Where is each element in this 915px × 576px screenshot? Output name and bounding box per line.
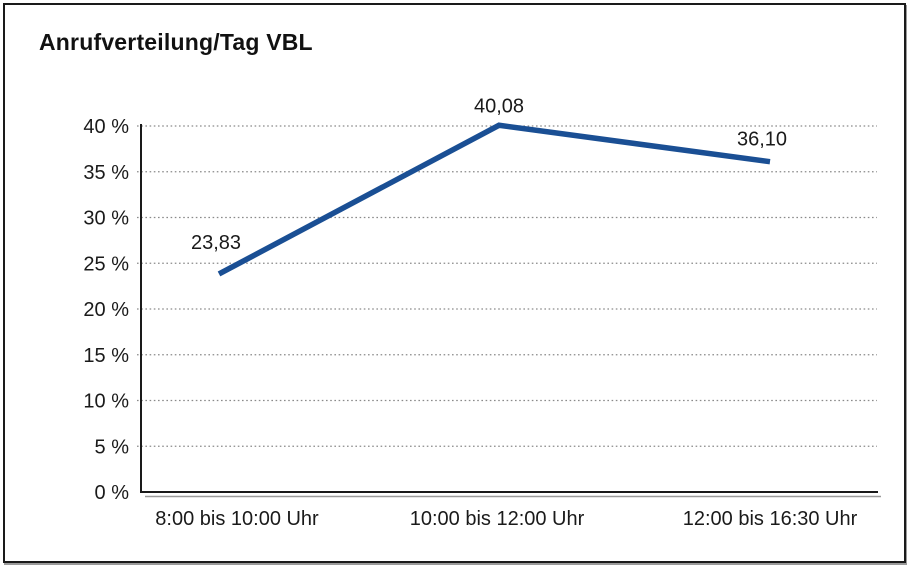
y-tick-label: 20 %	[83, 299, 129, 321]
y-tick-label: 0 %	[95, 482, 130, 504]
chart-frame: Anrufverteilung/Tag VBL 0 % 5 % 10 % 15 % 20…	[3, 3, 906, 563]
chart-title: Anrufverteilung/Tag VBL	[39, 29, 313, 55]
y-tick-label: 15 %	[83, 345, 129, 367]
y-tick-label: 25 %	[83, 253, 129, 275]
y-tick-label: 30 %	[83, 208, 129, 230]
y-tick-label: 10 %	[83, 391, 129, 413]
y-tick-label: 35 %	[83, 162, 129, 184]
y-tick-label: 5 %	[95, 436, 130, 458]
value-label: 40,08	[474, 95, 524, 117]
y-tick-label: 40 %	[83, 116, 129, 138]
value-label: 23,83	[191, 232, 241, 254]
line-chart: 0 % 5 % 10 % 15 % 20 % 25 % 30 % 35 % 40 % 8:00 b…	[83, 95, 881, 530]
x-category-label: 8:00 bis 10:00 Uhr	[155, 508, 319, 530]
x-category-label: 12:00 bis 16:30 Uhr	[683, 508, 858, 530]
data-line-series	[217, 122, 771, 277]
value-label: 36,10	[737, 129, 787, 151]
x-category-label: 10:00 bis 12:00 Uhr	[410, 508, 585, 530]
